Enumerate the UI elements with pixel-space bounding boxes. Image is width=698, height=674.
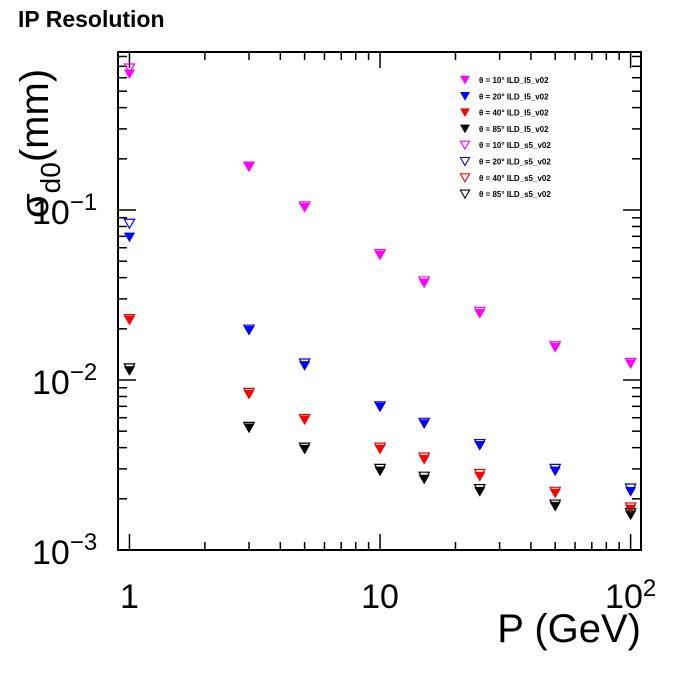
data-point-s4-3 (373, 249, 387, 260)
data-point-s1-7 (625, 487, 637, 497)
data-point-s1-0 (123, 232, 136, 243)
legend: θ = 10° ILD_l5_v02 θ = 20° ILD_l5_v02 θ = … (459, 75, 551, 200)
y-tick-label: 10−2 (32, 359, 97, 402)
data-point-s6-3 (373, 442, 387, 454)
chart-title: IP Resolution (18, 6, 165, 32)
data-point-s5-3 (373, 401, 387, 413)
legend-label-6: θ = 40° ILD_s5_v02 (479, 174, 551, 183)
data-point-s7-3 (373, 463, 387, 475)
x-axis-label: P (GeV) (497, 607, 641, 651)
data-point-s6-2 (298, 413, 311, 425)
data-point-s4-1 (242, 161, 256, 173)
x-tick-label: 102 (605, 575, 656, 616)
legend-marker-7 (459, 189, 471, 200)
y-axis-label: σd0(mm) (13, 69, 66, 218)
legend-marker-0 (459, 75, 471, 85)
data-point-s4-7 (624, 357, 637, 369)
legend-marker-4 (459, 140, 471, 151)
data-point-s7-7 (624, 507, 637, 519)
axis-ticks (118, 52, 641, 551)
data-point-s7-5 (473, 484, 486, 495)
data-point-s5-5 (473, 438, 486, 450)
data-point-s7-0 (123, 363, 136, 375)
data-point-s7-1 (242, 421, 256, 433)
data-point-s6-5 (473, 468, 486, 480)
data-point-s4-0 (123, 63, 136, 75)
legend-label-7: θ = 85° ILD_s5_v02 (479, 190, 551, 199)
data-point-s4-6 (548, 341, 562, 352)
x-tick-label: 10 (361, 578, 399, 616)
data-point-s6-0 (123, 314, 136, 325)
data-point-s5-6 (548, 463, 562, 475)
data-point-s3-4 (418, 474, 430, 485)
data-point-s5-4 (417, 417, 431, 429)
legend-label-1: θ = 20° ILD_l5_v02 (479, 92, 549, 101)
data-point-s3-0 (123, 366, 136, 376)
y-label-text: σd0(mm) (13, 69, 66, 218)
data-point-s4-2 (298, 201, 311, 213)
legend-label-0: θ = 10° ILD_l5_v02 (479, 76, 549, 85)
data-point-s7-4 (417, 471, 431, 483)
data-point-s5-1 (242, 324, 256, 336)
data-point-s4-5 (473, 306, 486, 318)
data-point-s6-1 (242, 387, 256, 399)
legend-marker-3 (459, 124, 471, 134)
y-tick-label: 10−3 (32, 529, 97, 572)
data-point-s2-5 (474, 471, 486, 482)
data-point-s0-1 (243, 161, 255, 172)
data-point-s4-4 (417, 276, 431, 288)
data-point-s5-2 (298, 358, 311, 370)
legend-label-3: θ = 85° ILD_l5_v02 (479, 125, 549, 134)
y-tick-label: 10−1 (32, 189, 97, 232)
legend-marker-1 (459, 92, 471, 101)
data-point-s7-2 (298, 442, 311, 454)
tick-labels: 1 10 102 10−3 10−2 10−1 (32, 189, 656, 616)
legend-label-4: θ = 10° ILD_s5_v02 (479, 141, 551, 150)
data-point-s6-4 (417, 452, 431, 464)
data-point-s7-6 (548, 499, 562, 511)
data-point-s6-6 (548, 486, 562, 498)
y-label-group: σd0(mm) (13, 69, 66, 218)
legend-marker-6 (459, 173, 471, 183)
data-point-s5-7 (624, 483, 637, 495)
data-point-s6-7 (624, 502, 637, 514)
legend-marker-2 (459, 108, 471, 118)
legend-label-5: θ = 20° ILD_s5_v02 (479, 158, 551, 167)
data-point-s3-5 (474, 487, 486, 497)
data-point-s5-0 (123, 218, 136, 230)
x-tick-label: 1 (120, 578, 139, 616)
legend-label-2: θ = 40° ILD_l5_v02 (479, 109, 549, 118)
legend-marker-5 (459, 156, 471, 167)
data-points (123, 63, 637, 521)
